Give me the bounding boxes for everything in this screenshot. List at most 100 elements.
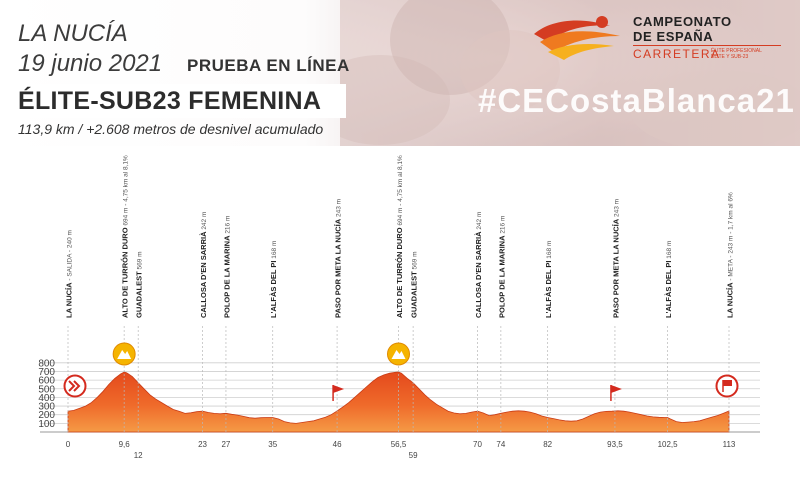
waypoint-detail: 242 m [476, 212, 483, 232]
waypoint-name: ALTO DE TURRÓN DURO [395, 227, 404, 318]
climb-icon [112, 342, 136, 366]
mountain-glyph [117, 349, 132, 359]
hashtag: #CECostaBlanca21 [478, 82, 795, 119]
climb-icon [387, 342, 410, 366]
waypoint-name: CALLOSA D'EN SARRIÀ [474, 231, 483, 318]
x-tick-label: 35 [268, 440, 277, 449]
logo-line-2: DE ESPAÑA [633, 29, 714, 44]
waypoint-label: ALTO DE TURRÓN DURO 694 m - 4,75 km al 8… [121, 155, 130, 318]
logo-divider [633, 45, 781, 46]
y-tick-label: 600 [38, 376, 55, 387]
waypoint-detail: 216 m [224, 216, 231, 236]
waypoint-name: CALLOSA D'EN SARRIÀ [199, 231, 208, 318]
waypoint-guides [67, 326, 730, 432]
waypoint-name: POLOP DE LA MARINA [222, 235, 231, 318]
waypoint-label: CALLOSA D'EN SARRIÀ 242 m [474, 212, 483, 318]
waypoint-detail: 569 m [412, 251, 419, 271]
waypoint-label: POLOP DE LA MARINA 216 m [222, 216, 231, 318]
mountain-glyph [391, 349, 406, 359]
waypoint-name: PASO POR META LA NUCÍA [611, 218, 620, 318]
waypoint-label: LA NUCÍA - SALIDA - 240 m [65, 230, 74, 318]
finish-flag [723, 380, 732, 386]
chevrons-glyph [68, 380, 81, 392]
category-title: ÉLITE-SUB23 FEMENINA [18, 87, 322, 115]
y-tick-label: 500 [38, 384, 55, 395]
header-banner: LA NUCÍA 19 junio 2021 PRUEBA EN LÍNEA É… [0, 0, 800, 146]
flag-cloth [610, 384, 622, 393]
waypoint-detail: 168 m [666, 241, 673, 261]
waypoint-name: ALTO DE TURRÓN DURO [121, 227, 130, 318]
waypoint-label: LA NUCÍA - META - 243 m - 1,7 km al 6% [726, 192, 735, 318]
y-tick-label: 200 [38, 410, 55, 421]
y-tick-label: 100 [38, 419, 55, 430]
waypoint-label: PASO POR META LA NUCÍA 243 m [334, 199, 343, 318]
waypoint-detail: - META - 243 m - 1,7 km al 6% [728, 192, 735, 282]
waypoint-detail: 243 m [336, 199, 343, 219]
waypoint-label: L'ALFÀS DEL PI 168 m [544, 241, 553, 318]
x-tick-label: 0 [66, 440, 71, 449]
waypoint-name: LA NUCÍA [726, 282, 735, 318]
waypoint-label: GUADALEST 569 m [410, 251, 419, 318]
waypoint-label: GUADALEST 569 m [135, 251, 144, 318]
distance-summary: 113,9 km / +2.608 metros de desnivel acu… [18, 121, 324, 137]
x-axis: 0 9,6 23 27 35 46 56,5 70 74 82 93,5 102,5 113 12 59 [66, 440, 736, 460]
waypoint-detail: 168 m [546, 241, 553, 261]
waypoint-name: L'ALFÀS DEL PI [544, 261, 553, 318]
flag-icon [332, 384, 345, 401]
waypoint-name: PASO POR META LA NUCÍA [334, 218, 343, 318]
x-tick-label: 102,5 [658, 440, 679, 449]
waypoint-detail: 216 m [499, 216, 506, 236]
title-block: LA NUCÍA 19 junio 2021 PRUEBA EN LÍNEA É… [0, 0, 400, 146]
logo-line-1: CAMPEONATO [633, 14, 732, 29]
y-tick-label: 400 [38, 393, 55, 404]
waypoint-label: ALTO DE TURRÓN DURO 694 m - 4,75 km al 8… [395, 155, 404, 318]
x-tick-label: 46 [333, 440, 342, 449]
x-tick-label: 82 [543, 440, 552, 449]
x-tick-label: 12 [134, 451, 143, 460]
finish-icon [715, 374, 739, 398]
waypoint-labels: LA NUCÍA - SALIDA - 240 m ALTO DE TURRÓN … [65, 155, 735, 318]
y-tick-label: 300 [38, 402, 55, 413]
championship-logo: CAMPEONATO DE ESPAÑA CARRETERA ÉLITE PRO… [530, 10, 795, 70]
waypoint-label: POLOP DE LA MARINA 216 m [497, 216, 506, 318]
waypoint-detail: 694 m - 4,75 km al 8,1% [397, 155, 404, 227]
waypoint-detail: 569 m [137, 251, 144, 271]
route-markers [63, 342, 739, 401]
x-tick-label: 23 [198, 440, 207, 449]
start-icon [63, 374, 87, 398]
waypoint-name: GUADALEST [410, 271, 419, 318]
waypoint-detail: 694 m - 4,75 km al 8,1% [123, 155, 130, 227]
waypoint-name: LA NUCÍA [65, 282, 74, 318]
waypoint-name: L'ALFÀS DEL PI [269, 261, 278, 318]
x-tick-label: 9,6 [119, 440, 131, 449]
race-date: 19 junio 2021 [18, 50, 163, 77]
race-type: PRUEBA EN LÍNEA [187, 56, 350, 75]
waypoint-label: CALLOSA D'EN SARRIÀ 242 m [199, 212, 208, 318]
x-tick-label: 113 [723, 440, 736, 449]
waypoint-detail: - SALIDA - 240 m [67, 230, 74, 282]
waypoint-detail: 242 m [201, 212, 208, 232]
x-tick-label: 59 [409, 451, 418, 460]
city-name: LA NUCÍA [18, 20, 128, 47]
waypoint-name: POLOP DE LA MARINA [497, 235, 506, 318]
x-tick-label: 93,5 [607, 440, 623, 449]
category-bar [0, 84, 346, 118]
y-tick-label: 800 [38, 358, 55, 369]
waypoint-detail: 243 m [613, 199, 620, 219]
flag-icon [610, 384, 622, 401]
flag-cloth [333, 384, 345, 393]
logo-line-3: CARRETERA [633, 47, 721, 61]
x-tick-label: 74 [496, 440, 505, 449]
waypoint-name: GUADALEST [135, 271, 144, 318]
x-tick-label: 70 [473, 440, 482, 449]
waypoint-detail: 168 m [271, 241, 278, 261]
waypoint-label: PASO POR META LA NUCÍA 243 m [611, 199, 620, 318]
x-tick-label: 56,5 [391, 440, 407, 449]
waypoint-label: L'ALFÀS DEL PI 168 m [269, 241, 278, 318]
waypoint-label: L'ALFÀS DEL PI 168 m [664, 241, 673, 318]
x-tick-label: 27 [221, 440, 230, 449]
logo-line-4: ÉLITE PROFESIONAL ÉLITE Y SUB-23 [711, 48, 762, 60]
waypoint-name: L'ALFÀS DEL PI [664, 261, 673, 318]
